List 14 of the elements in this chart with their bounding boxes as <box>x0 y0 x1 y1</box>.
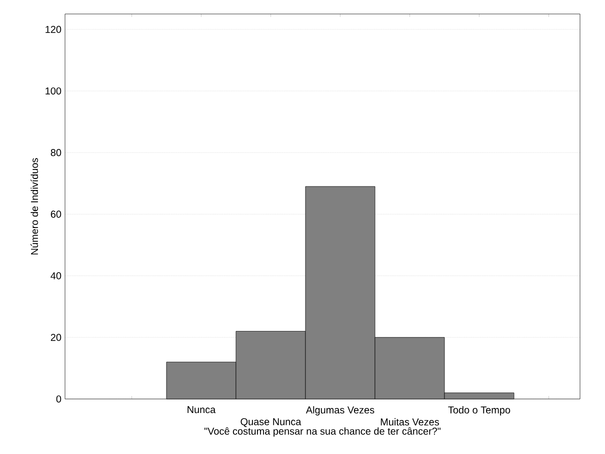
x-tick-label: Nunca <box>188 406 216 414</box>
y-tick-label: 20 <box>50 334 62 341</box>
y-tick-label: 120 <box>46 26 62 33</box>
x-tick-label: Muitas Vezes <box>380 418 439 426</box>
x-tick-label: Algumas Vezes <box>306 406 374 416</box>
y-tick-label: 100 <box>46 87 62 95</box>
y-tick-label: 40 <box>50 272 62 280</box>
x-tick-label: Quase Nunca <box>240 418 302 428</box>
y-axis-title: Número de Indivíduos <box>30 158 38 254</box>
x-tick-label: Todo o Tempo <box>448 406 510 416</box>
x-axis-title: "Você costuma pensar na sua chance de ter câncer?" <box>204 427 440 437</box>
y-tick-label: 80 <box>50 149 62 156</box>
y-tick-label: 60 <box>50 210 62 218</box>
y-tick-label: 0 <box>56 395 62 403</box>
